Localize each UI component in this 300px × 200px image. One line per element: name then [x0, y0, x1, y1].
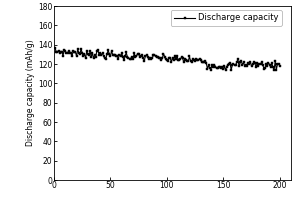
Discharge capacity	[113, 54, 117, 56]
Discharge capacity	[53, 47, 57, 49]
Legend: Discharge capacity: Discharge capacity	[171, 10, 282, 26]
Discharge capacity	[67, 50, 70, 52]
Discharge capacity	[95, 50, 99, 52]
Discharge capacity	[62, 49, 66, 51]
Discharge capacity	[224, 69, 227, 71]
Discharge capacity	[268, 63, 272, 66]
Line: Discharge capacity: Discharge capacity	[54, 46, 281, 72]
Discharge capacity	[278, 64, 281, 67]
Discharge capacity	[260, 61, 263, 63]
Y-axis label: Discharge capacity (mAh/g): Discharge capacity (mAh/g)	[26, 40, 35, 146]
